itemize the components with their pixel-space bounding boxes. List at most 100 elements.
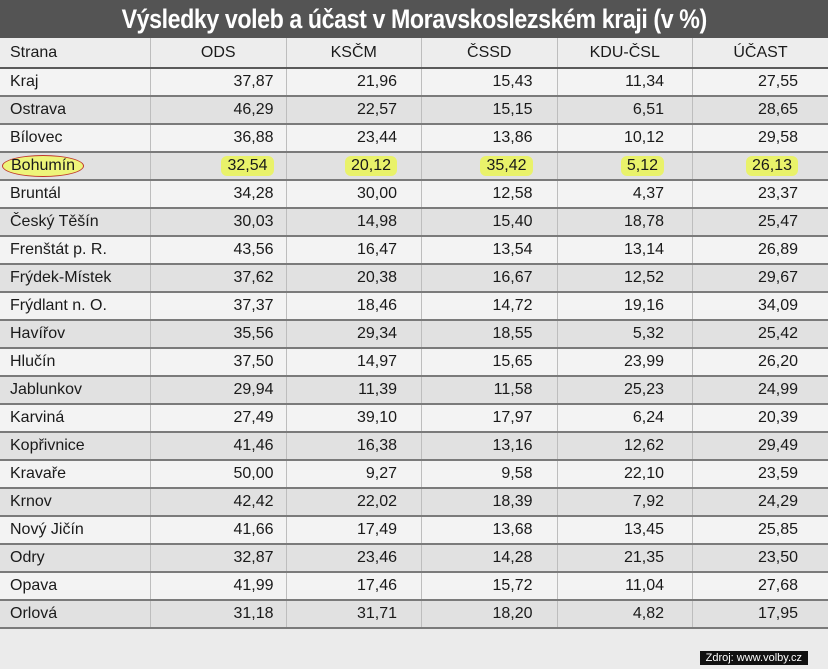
table-row: Hlučín 37,50 14,97 15,65 23,99 26,20: [0, 348, 828, 377]
cell-value: 46,29: [233, 101, 274, 118]
value-cell: 50,00: [150, 460, 287, 489]
value-cell: 20,12: [286, 152, 422, 181]
value-cell: 7,92: [557, 488, 693, 517]
cell-value: 13,45: [623, 521, 664, 538]
value-cell: 14,98: [286, 208, 422, 237]
cell-value: 41,99: [233, 577, 274, 594]
row-name-cell: Bruntál: [0, 180, 151, 209]
row-name: Orlová: [10, 605, 58, 622]
row-name-cell: Krnov: [0, 488, 151, 517]
cell-value: 9,27: [365, 465, 397, 482]
table-row: Orlová 31,18 31,71 18,20 4,82 17,95: [0, 600, 828, 629]
value-cell: 18,20: [421, 600, 558, 629]
cell-value: 14,72: [492, 297, 533, 314]
cell-value: 30,00: [356, 185, 397, 202]
value-cell: 13,45: [557, 516, 693, 545]
cell-value: 41,46: [233, 437, 274, 454]
cell-value: 43,56: [233, 241, 274, 258]
cell-value: 32,87: [233, 549, 274, 566]
row-name-cell: Karviná: [0, 404, 151, 433]
cell-value: 34,28: [233, 185, 274, 202]
value-cell: 41,46: [150, 432, 287, 461]
cell-value: 20,38: [356, 269, 397, 286]
row-name-cell: Odry: [0, 544, 151, 573]
table-row: Bruntál 34,28 30,00 12,58 4,37 23,37: [0, 180, 828, 209]
cell-value: 17,49: [356, 521, 397, 538]
value-cell: 5,32: [557, 320, 693, 349]
cell-value: 9,58: [501, 465, 533, 482]
cell-value: 37,37: [233, 297, 274, 314]
value-cell: 23,99: [557, 348, 693, 377]
cell-value: 16,38: [356, 437, 397, 454]
row-name-cell: Havířov: [0, 320, 151, 349]
cell-value: 27,68: [757, 577, 798, 594]
cell-value: 35,56: [233, 325, 274, 342]
row-name-cell: Bohumín: [0, 152, 151, 181]
value-cell: 14,97: [286, 348, 422, 377]
cell-value: 14,97: [356, 353, 397, 370]
value-cell: 11,58: [421, 376, 558, 405]
value-cell: 11,04: [557, 572, 693, 601]
value-cell: 41,99: [150, 572, 287, 601]
cell-value: 18,39: [492, 493, 533, 510]
value-cell: 23,37: [692, 180, 828, 209]
cell-value: 21,35: [623, 549, 664, 566]
cell-value: 4,37: [632, 185, 664, 202]
cell-value: 14,28: [492, 549, 533, 566]
source-label: Zdroj: www.volby.cz: [699, 651, 808, 665]
header-row: Strana ODS KSČM ČSSD KDU-ČSL ÚČAST: [0, 38, 828, 69]
value-cell: 17,46: [286, 572, 422, 601]
table-row: Nový Jičín 41,66 17,49 13,68 13,45 25,85: [0, 516, 828, 545]
cell-value: 18,55: [492, 325, 533, 342]
table-row: Havířov 35,56 29,34 18,55 5,32 25,42: [0, 320, 828, 349]
value-cell: 27,49: [150, 404, 287, 433]
column-header-ods: ODS: [150, 38, 287, 69]
value-cell: 20,38: [286, 264, 422, 293]
cell-value: 23,44: [356, 129, 397, 146]
cell-value: 11,04: [625, 577, 664, 594]
value-cell: 23,50: [692, 544, 828, 573]
value-cell: 28,65: [692, 96, 828, 125]
value-cell: 29,67: [692, 264, 828, 293]
table-row: Opava 41,99 17,46 15,72 11,04 27,68: [0, 572, 828, 601]
cell-value: 13,14: [623, 241, 664, 258]
row-name-cell: Ostrava: [0, 96, 151, 125]
row-name-cell: Frenštát p. R.: [0, 236, 151, 265]
row-name: Krnov: [10, 493, 52, 510]
value-cell: 25,47: [692, 208, 828, 237]
column-header-cssd: ČSSD: [421, 38, 558, 69]
value-cell: 19,16: [557, 292, 693, 321]
row-name: Havířov: [10, 325, 66, 342]
value-cell: 23,46: [286, 544, 422, 573]
value-cell: 41,66: [150, 516, 287, 545]
cell-value: 29,67: [757, 269, 798, 286]
cell-value: 28,65: [757, 101, 798, 118]
cell-value: 15,72: [492, 577, 533, 594]
value-cell: 6,24: [557, 404, 693, 433]
value-cell: 31,18: [150, 600, 287, 629]
row-name-cell: Frýdek-Místek: [0, 264, 151, 293]
cell-value: 23,99: [623, 353, 664, 370]
value-cell: 11,39: [286, 376, 422, 405]
row-name-cell: Orlová: [0, 600, 151, 629]
value-cell: 29,34: [286, 320, 422, 349]
value-cell: 35,56: [150, 320, 287, 349]
row-name: Odry: [10, 549, 45, 566]
cell-value: 31,71: [356, 605, 397, 622]
cell-value: 12,52: [623, 269, 664, 286]
value-cell: 21,35: [557, 544, 693, 573]
cell-value: 11,39: [358, 381, 397, 398]
value-cell: 21,96: [286, 68, 422, 97]
cell-value: 22,57: [356, 101, 397, 118]
row-name-cell: Bílovec: [0, 124, 151, 153]
value-cell: 11,34: [557, 68, 693, 97]
cell-value: 6,24: [632, 409, 664, 426]
cell-value: 27,55: [757, 73, 798, 90]
results-table: Strana ODS KSČM ČSSD KDU-ČSL ÚČAST Kraj 3…: [0, 38, 828, 629]
cell-value: 15,40: [492, 213, 533, 230]
value-cell: 30,00: [286, 180, 422, 209]
table-row: Karviná 27,49 39,10 17,97 6,24 20,39: [0, 404, 828, 433]
value-cell: 15,43: [421, 68, 558, 97]
cell-value: 34,09: [757, 297, 798, 314]
cell-value: 20,39: [757, 409, 798, 426]
